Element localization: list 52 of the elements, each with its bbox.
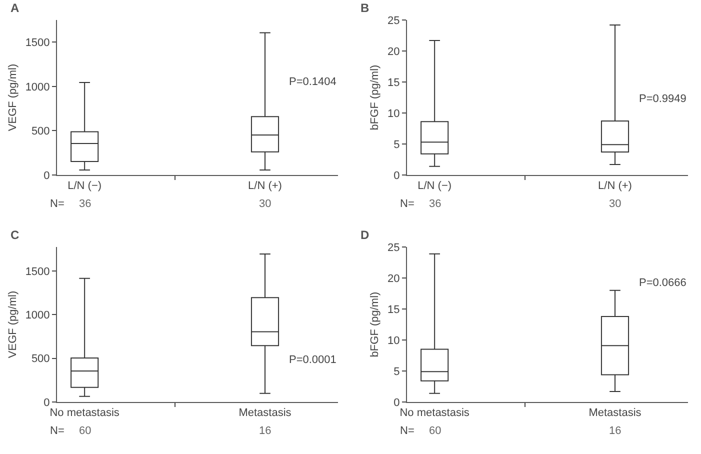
x-tick-label: L/N (+) — [248, 180, 282, 192]
text: N= — [400, 425, 414, 437]
text: 60 — [429, 425, 442, 437]
text: N= — [50, 425, 64, 437]
annotation: P=0.9949 — [639, 93, 686, 105]
x-tick-label: Metastasis — [588, 407, 642, 420]
y-tick-label: 25 — [388, 14, 400, 27]
x-tick-label: L/N (−) — [68, 180, 102, 192]
text: 30 — [259, 198, 272, 210]
text: 30 — [609, 198, 622, 210]
chart-title: A — [10, 0, 20, 15]
text: 36 — [429, 198, 442, 210]
x-tick-label: Metastasis — [238, 407, 292, 420]
y-tick-label: 1500 — [25, 36, 50, 49]
y-tick-label: 0 — [44, 170, 50, 182]
y-tick-label: 20 — [388, 46, 400, 58]
y-axis-title: bFGF (pg/ml) — [369, 64, 382, 130]
x-tick-label: No metastasis — [50, 407, 120, 420]
y-tick-label: 20 — [388, 272, 400, 285]
y-tick-label: 10 — [388, 334, 400, 347]
chart-title: C — [10, 228, 20, 242]
y-axis-title: VEGF (pg/ml) — [6, 64, 19, 132]
x-tick-label: L/N (+) — [598, 180, 632, 192]
text: 36 — [79, 198, 92, 210]
x-tick-label: No metastasis — [400, 407, 470, 420]
x-tick-label: L/N (−) — [418, 180, 452, 192]
annotation: P=0.1404 — [289, 76, 336, 88]
y-tick-label: 15 — [388, 76, 400, 89]
text: N= — [50, 198, 64, 210]
y-tick-label: 1000 — [25, 81, 50, 94]
text: N= — [400, 198, 414, 210]
text: 16 — [609, 425, 622, 437]
annotation: P=0.0001 — [289, 354, 336, 366]
chart-title: B — [360, 0, 370, 15]
text: 16 — [259, 425, 272, 437]
chart-title: D — [360, 228, 370, 242]
y-tick-label: 5 — [394, 138, 400, 151]
y-tick-label: 0 — [44, 396, 50, 409]
y-tick-label: 25 — [388, 242, 400, 254]
y-tick-label: 500 — [31, 353, 50, 366]
y-tick-label: 1000 — [25, 310, 50, 322]
annotation: P=0.0666 — [639, 277, 686, 289]
y-axis-title: VEGF (pg/ml) — [6, 290, 19, 358]
y-tick-label: 0 — [394, 170, 400, 182]
y-tick-label: 10 — [388, 108, 400, 120]
y-tick-label: 1500 — [25, 266, 50, 278]
y-tick-label: 0 — [394, 396, 400, 409]
y-axis-title: bFGF (pg/ml) — [369, 292, 382, 358]
text: 60 — [79, 425, 92, 437]
y-tick-label: 500 — [31, 126, 50, 138]
y-tick-label: 5 — [394, 366, 400, 378]
y-tick-label: 15 — [388, 304, 400, 316]
